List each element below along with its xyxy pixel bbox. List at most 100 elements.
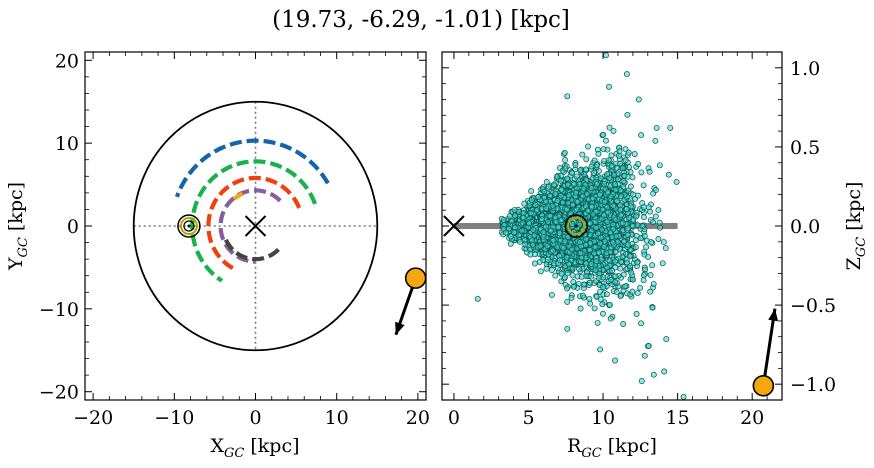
star-point [576, 239, 583, 246]
star-point [606, 301, 613, 308]
star-point [526, 220, 533, 227]
star-point [617, 212, 624, 219]
star-point [528, 188, 535, 195]
rz-ytick-label: 0.0 [790, 216, 820, 238]
star-point [661, 368, 668, 375]
star-point [627, 203, 634, 210]
star-point [533, 207, 540, 214]
star-point [600, 146, 607, 153]
star-point [607, 315, 614, 322]
star-point [556, 230, 563, 237]
rz-ytick-label: −1.0 [790, 374, 836, 396]
star-point [536, 258, 543, 265]
figure-title: (19.73, -6.29, -1.01) [kpc] [272, 7, 570, 33]
star-point [645, 343, 652, 349]
star-point [591, 305, 598, 312]
star-point [561, 149, 568, 156]
star-point [552, 190, 559, 197]
star-point [569, 221, 576, 227]
star-point [602, 238, 608, 245]
star-point [612, 273, 619, 280]
star-point [558, 270, 565, 277]
star-point [528, 197, 535, 204]
star-point [596, 191, 603, 198]
star-point [629, 288, 636, 295]
star-point [618, 258, 624, 265]
star-point [574, 198, 581, 205]
star-point [528, 237, 535, 244]
star-point [583, 260, 590, 267]
star-point [548, 291, 555, 298]
star-point [558, 186, 565, 193]
star-point [618, 193, 625, 200]
star-point [571, 181, 578, 188]
star-point [584, 190, 590, 197]
star-point [601, 180, 608, 187]
star-point [609, 239, 616, 246]
rz-xtick-label: 10 [591, 407, 615, 429]
star-point [562, 165, 569, 172]
rz-ytick-label: 1.0 [790, 58, 820, 80]
star-point [588, 273, 595, 280]
star-point [595, 230, 602, 237]
star-point [580, 185, 587, 192]
rz-panel: 0 5 10 15 20 1.0 0.5 0.0 −0.5 −1.0 RGC [kpc] ZGC … [441, 51, 869, 461]
star-point [607, 183, 614, 190]
star-point [645, 204, 652, 211]
spiral-arm-3 [206, 175, 302, 272]
star-point [640, 204, 647, 211]
star-point [612, 278, 619, 285]
star-point [614, 198, 621, 204]
star-point [604, 171, 611, 178]
xy-ytick-label: 20 [55, 50, 79, 72]
star-point [660, 239, 667, 246]
star-point [638, 320, 645, 327]
xy-ytick-label: −10 [39, 299, 79, 321]
star-point [569, 246, 575, 253]
star-point [576, 265, 582, 272]
star-point [545, 219, 551, 225]
star-point [593, 293, 600, 300]
star-point [589, 195, 596, 202]
xy-ytick-label: 10 [55, 133, 79, 155]
galaxy-boundary-circle [132, 100, 379, 352]
star-point [511, 206, 518, 213]
star-point [558, 192, 564, 199]
star-point [518, 227, 525, 234]
star-point [531, 260, 538, 267]
star-point [655, 207, 662, 214]
star-point [569, 265, 576, 272]
sun-inner-ring [183, 220, 195, 232]
star-point [657, 224, 664, 231]
spiral-arm-1 [174, 138, 330, 198]
star-point [640, 214, 647, 221]
star-point [604, 218, 611, 225]
star-point [565, 192, 572, 199]
star-point [561, 274, 568, 281]
star-point [548, 267, 555, 273]
star-point [653, 124, 660, 131]
star-point [635, 96, 642, 103]
star-point [570, 279, 577, 285]
star-point [592, 267, 599, 273]
star-point [560, 199, 566, 206]
star-point [627, 169, 634, 176]
xy-xtick-label: 10 [325, 407, 349, 429]
star-point [641, 233, 648, 239]
star-point [632, 237, 639, 244]
xy-object-arrow-head [395, 321, 405, 335]
star-point [617, 160, 624, 167]
star-point [656, 219, 663, 226]
star-point [616, 148, 623, 155]
star-point [621, 172, 628, 179]
star-point [591, 157, 598, 164]
star-point [593, 181, 600, 188]
star-point [564, 175, 571, 182]
star-point [507, 233, 514, 240]
star-point [610, 127, 617, 134]
star-point [638, 169, 645, 176]
star-point [600, 131, 607, 138]
star-point [649, 304, 656, 311]
star-point [557, 257, 564, 264]
